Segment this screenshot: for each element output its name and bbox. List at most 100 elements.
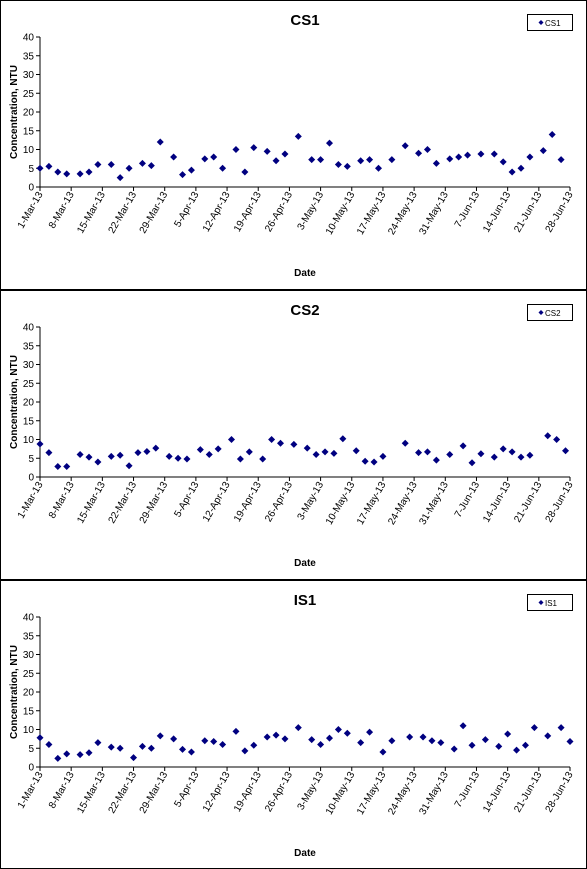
point (210, 738, 218, 745)
point (343, 162, 351, 170)
y-tick-label: 20 (23, 688, 35, 699)
y-tick-label: 25 (23, 89, 35, 100)
point (499, 158, 507, 166)
point (125, 164, 133, 172)
point (76, 170, 84, 178)
y-tick-label: 20 (23, 108, 35, 119)
point (432, 159, 440, 167)
point (263, 733, 271, 741)
point (245, 448, 253, 456)
point (544, 432, 552, 440)
y-axis-label: Concentration, NTU (9, 645, 20, 739)
point (379, 748, 387, 756)
point (366, 156, 374, 164)
y-tick-label: 15 (23, 416, 35, 427)
point (343, 729, 351, 737)
y-tick-label: 10 (23, 145, 35, 156)
point (45, 162, 53, 170)
panel-border (0, 290, 587, 580)
point (36, 164, 44, 172)
point (477, 450, 485, 458)
point (179, 745, 187, 753)
y-tick-label: 0 (28, 183, 34, 194)
point (36, 734, 44, 742)
point (517, 453, 525, 461)
point (45, 449, 53, 457)
point (179, 171, 187, 179)
y-tick-label: 5 (28, 164, 34, 175)
x-axis-label: Date (294, 848, 316, 859)
point (459, 722, 467, 730)
legend-label: CS1 (545, 19, 561, 28)
point (334, 161, 342, 168)
y-tick-label: 40 (23, 323, 35, 334)
point (107, 743, 115, 751)
y-tick-label: 25 (23, 669, 35, 680)
point (277, 439, 285, 447)
point (366, 728, 374, 736)
point (76, 751, 84, 759)
point (401, 142, 409, 150)
point (459, 442, 467, 450)
point (495, 742, 503, 750)
point (201, 737, 209, 745)
legend-marker (538, 310, 544, 315)
point (170, 735, 178, 743)
point (553, 436, 561, 443)
point (232, 727, 240, 735)
point (294, 132, 302, 140)
point (294, 724, 302, 732)
point (339, 435, 347, 443)
point (504, 730, 512, 738)
point (317, 741, 325, 748)
point (379, 452, 387, 460)
point (107, 452, 115, 460)
y-tick-label: 15 (23, 126, 35, 137)
point (490, 453, 498, 461)
legend-box (527, 594, 573, 611)
point (526, 153, 534, 161)
point (183, 455, 191, 463)
point (508, 448, 516, 456)
y-tick-label: 10 (23, 435, 35, 446)
point (165, 452, 173, 460)
point (312, 451, 320, 458)
point (250, 144, 258, 152)
y-tick-label: 40 (23, 613, 35, 624)
point (325, 139, 333, 147)
point (428, 737, 436, 745)
point (259, 455, 267, 463)
point (94, 161, 102, 168)
point (187, 166, 195, 174)
chart-title: IS1 (294, 592, 317, 609)
point (499, 445, 507, 453)
y-tick-label: 20 (23, 398, 35, 409)
point (272, 157, 280, 165)
point (143, 448, 151, 455)
point (170, 153, 178, 161)
point (290, 440, 298, 448)
point (174, 454, 182, 462)
point (241, 168, 249, 176)
point (303, 444, 311, 452)
point (85, 168, 93, 176)
point (268, 436, 276, 443)
point (415, 149, 423, 157)
point (566, 738, 574, 745)
y-tick-label: 0 (28, 473, 34, 484)
point (54, 754, 62, 762)
y-tick-label: 15 (23, 706, 35, 717)
point (437, 739, 445, 747)
point (147, 162, 155, 170)
point (94, 458, 102, 466)
legend-box (527, 14, 573, 31)
point (232, 146, 240, 153)
y-axis-label: Concentration, NTU (9, 355, 20, 449)
point (374, 164, 382, 172)
point (334, 726, 342, 733)
point (317, 156, 325, 164)
point (450, 745, 458, 753)
